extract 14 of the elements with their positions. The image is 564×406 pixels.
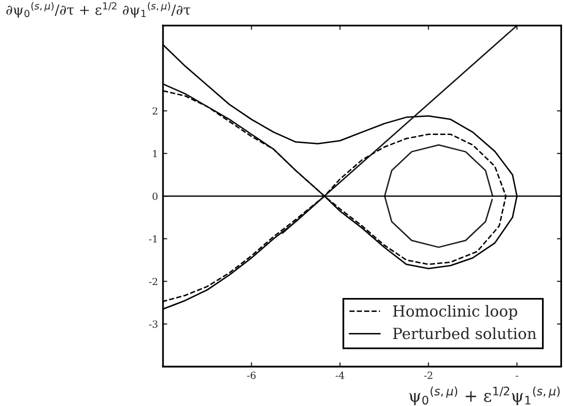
y-tick-label: 0 — [152, 192, 158, 200]
y-tick-label: -2 — [149, 278, 158, 286]
y-tick-label: 1 — [153, 150, 157, 158]
text: ∂ψ$_{0}$$^{(s,μ)}$/∂τ + ε$^{1/2}$ ∂ψ$_{1}$$^{(s,μ)}$/∂τ — [6, 2, 190, 18]
legend-label: Homoclinic loop — [393, 304, 518, 320]
y-tick-label: -3 — [149, 320, 158, 328]
x-tick-label: -2 — [424, 372, 432, 379]
x-tick-label: -4 — [336, 372, 344, 379]
x-axis-title: ψ$_{0}$$^{(s,μ)}$ + ε$^{1/2}$ψ$_{1}$$^{(s,μ)}$ — [409, 386, 560, 406]
x-tick-label: -6 — [247, 372, 256, 380]
y-tick-label: 2 — [152, 107, 158, 115]
x-tick-label: - — [516, 376, 518, 377]
y-tick-label: -1 — [149, 235, 157, 242]
legend-label: Perturbed solution — [393, 327, 536, 340]
